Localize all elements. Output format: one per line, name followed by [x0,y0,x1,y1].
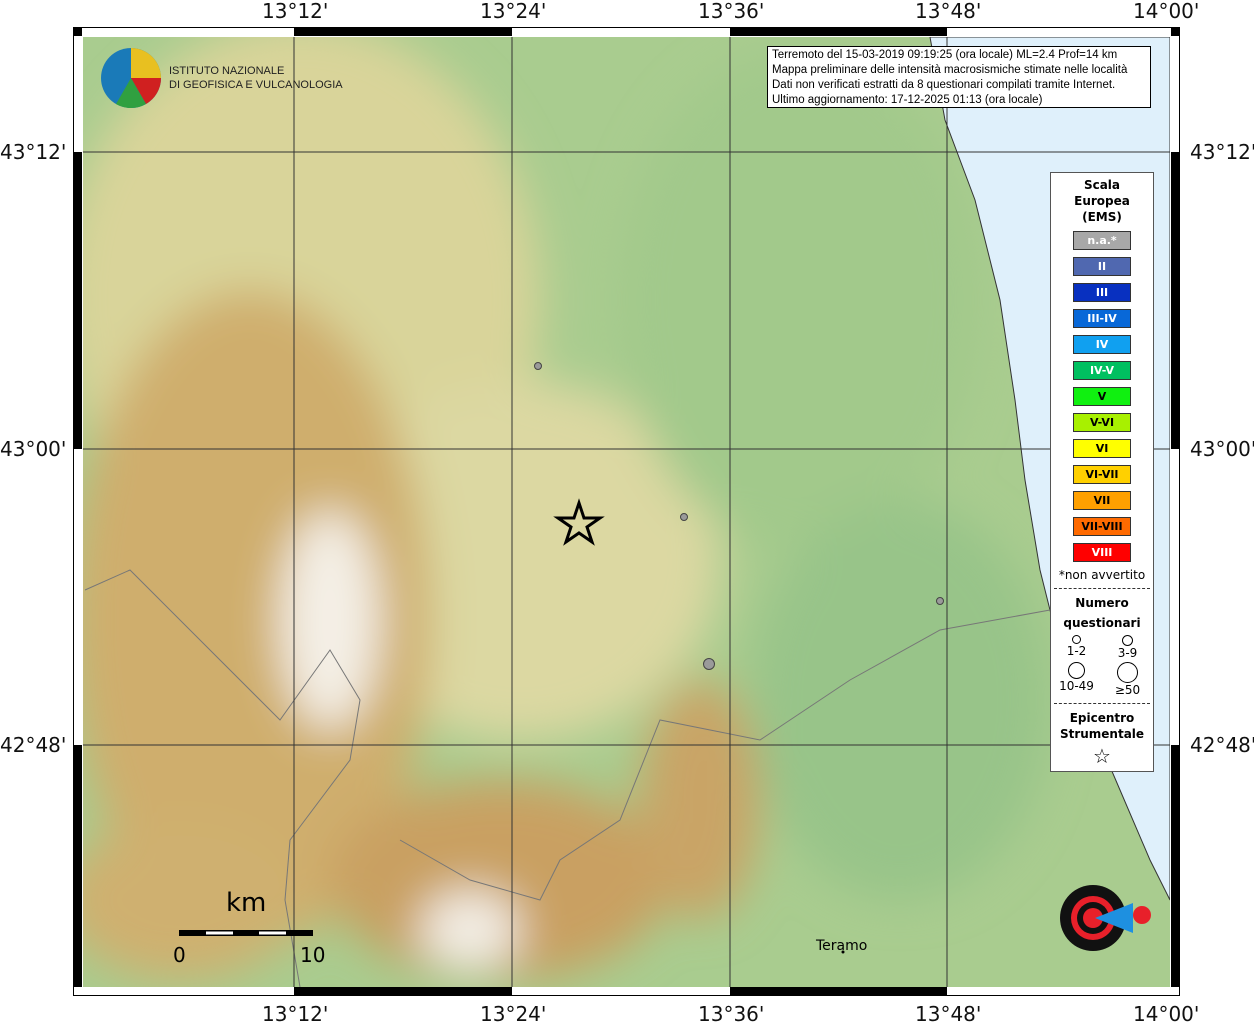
size-50-icon [1117,662,1138,683]
info-line: Dati non verificati estratti da 8 questi… [772,79,1116,91]
epicenter-title: Strumentale [1059,727,1145,741]
lon-tick-top: 14°00' [1133,0,1200,23]
event-info-box: Terremoto del 15-03-2019 09:19:25 (ora l… [767,46,1151,108]
intensity-point [936,597,944,605]
legend-class-10: VII [1073,491,1131,510]
lat-tick-left: 42°48' [0,733,67,757]
epicenter-title: Epicentro [1069,711,1135,725]
legend-title: Europea [1074,194,1130,208]
ingv-name: ISTITUTO NAZIONALE DI GEOFISICA E VULCAN… [169,64,343,92]
epicenter-star-icon [553,498,605,546]
size-10-49-icon [1068,662,1085,679]
legend-title: (EMS) [1082,210,1122,224]
legend-class-9: VI-VII [1073,465,1131,484]
lat-tick-left: 43°12' [0,140,67,164]
na-note: *non avvertito [1058,568,1146,582]
lon-tick-bottom: 14°00' [1133,1002,1200,1026]
legend-class-2: III [1073,283,1131,302]
intensity-point [680,513,688,521]
scale-unit: km [226,888,267,918]
legend-class-0: n.a.* [1073,231,1131,250]
count-label: ≥50 [1114,683,1141,697]
legend-class-7: V-VI [1073,413,1131,432]
legend-class-8: VI [1073,439,1131,458]
lon-tick-bottom: 13°48' [915,1002,982,1026]
intensity-point [534,362,542,370]
lat-tick-right: 42°48' [1190,733,1254,757]
legend-class-12: VIII [1073,543,1131,562]
lon-tick-bottom: 13°24' [480,1002,547,1026]
intensity-point [703,658,715,670]
scale-max: 10 [300,943,326,967]
ingv-logo-icon [101,48,161,109]
legend-class-6: V [1073,387,1131,406]
lat-tick-left: 43°00' [0,437,67,461]
count-label: 10-49 [1059,679,1094,693]
org-name-line: DI GEOFISICA E VULCANOLOGIA [169,79,343,91]
legend-class-5: IV-V [1073,361,1131,380]
legend: Scala Europea (EMS) n.a.* II III III-IV IV IV… [1050,172,1154,772]
city-label: Teramo [816,938,868,954]
legend-class-3: III-IV [1073,309,1131,328]
info-line: Mappa preliminare delle intensità macros… [772,64,1128,76]
haisentito-logo [1060,885,1151,951]
star-icon: ☆ [1093,744,1111,768]
size-3-9-icon [1122,635,1133,646]
count-label: 3-9 [1117,646,1138,660]
legend-class-11: VII-VIII [1073,517,1131,536]
count-label: 1-2 [1066,644,1087,658]
lon-tick-top: 13°12' [262,0,329,23]
lon-tick-top: 13°36' [698,0,765,23]
legend-title: Scala [1083,178,1121,192]
org-name-line: ISTITUTO NAZIONALE [169,65,285,77]
count-title: Numero [1075,596,1129,610]
info-line: Terremoto del 15-03-2019 09:19:25 (ora l… [772,49,1118,61]
lat-tick-right: 43°12' [1190,140,1254,164]
intensity-points [534,362,944,670]
lon-tick-top: 13°24' [480,0,547,23]
lat-tick-right: 43°00' [1190,437,1254,461]
lon-tick-bottom: 13°12' [262,1002,329,1026]
size-1-2-icon [1072,635,1081,644]
legend-class-4: IV [1073,335,1131,354]
scale-min: 0 [173,943,186,967]
info-line: Ultimo aggiornamento: 17-12-2025 01:13 (… [772,94,1043,106]
lon-tick-bottom: 13°36' [698,1002,765,1026]
lon-tick-top: 13°48' [915,0,982,23]
count-title: questionari [1063,616,1141,630]
legend-class-1: II [1073,257,1131,276]
scale-bar [179,930,313,936]
